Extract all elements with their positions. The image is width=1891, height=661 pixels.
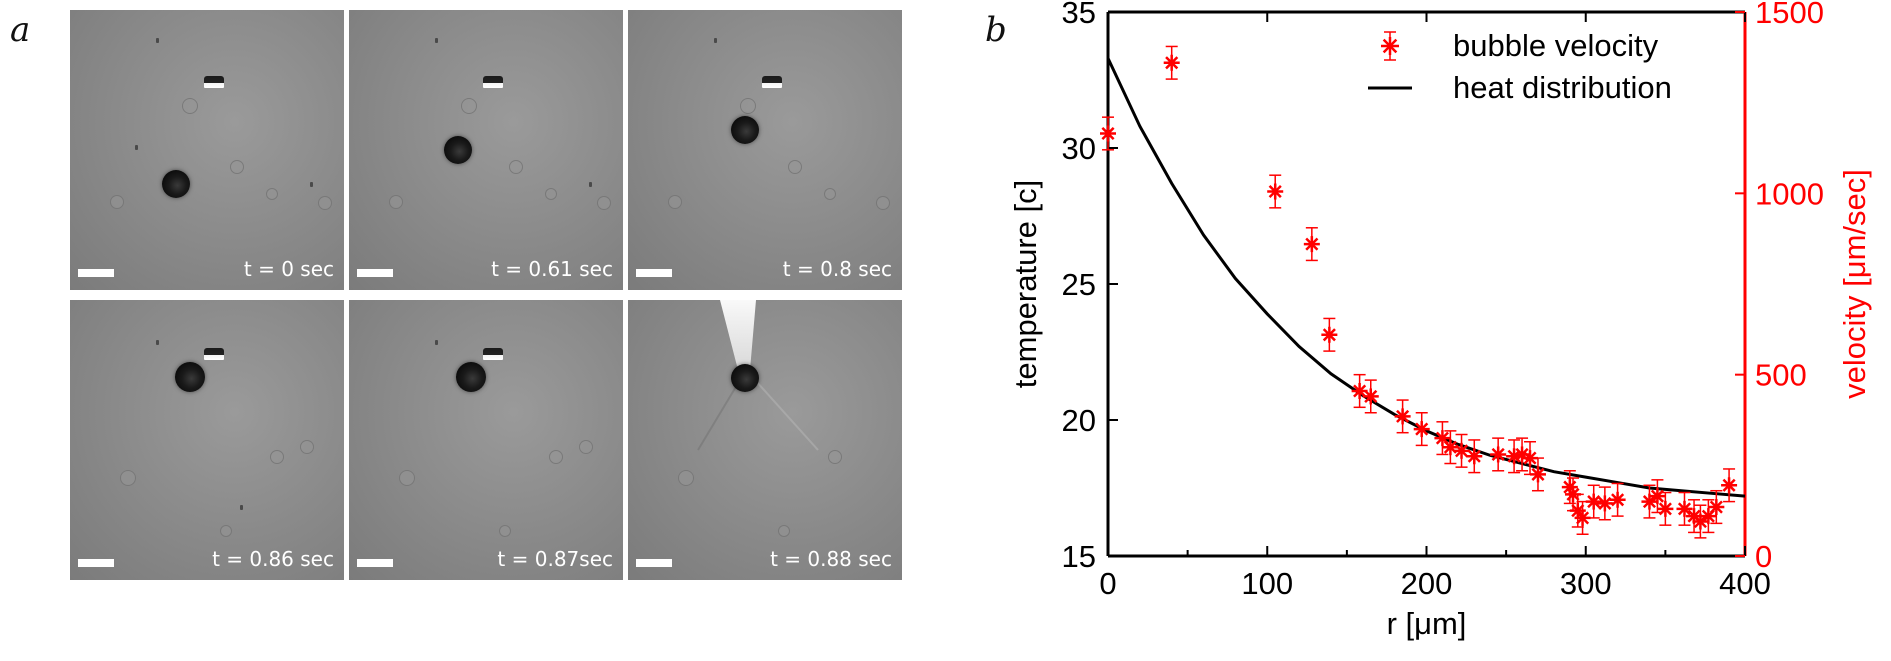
scale-bar [78,559,114,567]
velocity-point [1413,411,1430,447]
velocity-point [1721,468,1738,503]
scale-bar [357,269,393,277]
jet-plume [697,300,819,451]
velocity-point [1267,174,1284,209]
velocity-point [1585,484,1602,519]
x-tick-label: 100 [1241,566,1293,601]
y-right-tick-label: 500 [1755,358,1807,393]
velocity-marker [1100,125,1116,142]
velocity-point [1442,430,1459,465]
scale-bar [78,269,114,277]
y-axis-left-label: temperature [c] [1008,180,1043,388]
heat-distribution-series [1106,57,1746,498]
chart-axes: 0 100 200 300 400 15 20 25 30 35 0 500 1000 1500 [1062,0,1824,601]
velocity-temperature-chart: 0 100 200 300 400 15 20 25 30 35 0 500 1000 1500 bubb… [1008,0,1872,641]
y-right-tick-label: 1000 [1755,176,1824,211]
velocity-point [1708,489,1725,525]
velocity-marker [1676,500,1693,517]
velocity-point [1100,116,1116,151]
velocity-marker [1413,421,1430,438]
velocity-point [1641,484,1658,519]
velocity-marker [1362,388,1379,405]
velocity-point [1453,433,1470,468]
chart-legend: bubble velocity heat distribution [1368,28,1672,105]
x-axis-label: r [μm] [1387,606,1467,641]
velocity-point [1609,482,1626,517]
y-right-tick-label: 0 [1755,539,1772,574]
velocity-point [1649,479,1666,514]
frame-time-label: t = 0.87sec [497,547,613,571]
panel-b-letter: b [985,10,1007,50]
frame-time-label: t = 0.88 sec [770,547,892,571]
velocity-point [1490,437,1507,472]
panel-a-letter: a [10,10,31,50]
velocity-marker [1529,466,1546,483]
scale-bar [636,559,672,567]
velocity-point [1529,457,1546,492]
frame-t061: t = 0.61 sec [349,10,623,290]
frame-time-label: t = 0 sec [243,257,334,281]
velocity-marker [1394,408,1411,425]
frame-time-label: t = 0.86 sec [212,547,334,571]
scale-bar [636,269,672,277]
velocity-marker [1708,499,1725,516]
frame-time-label: t = 0.8 sec [782,257,892,281]
velocity-marker [1721,477,1738,494]
scale-bar [357,559,393,567]
heat-distribution-line [1106,57,1746,498]
y-left-tick-label: 20 [1062,403,1096,438]
x-tick-label: 0 [1099,566,1116,601]
velocity-marker [1585,493,1602,510]
legend-label-heat-distribution: heat distribution [1453,70,1672,105]
velocity-point [1394,399,1411,434]
y-left-tick-label: 25 [1062,267,1096,302]
velocity-marker [1267,183,1284,200]
x-tick-label: 400 [1719,566,1771,601]
velocity-point [1676,491,1693,526]
velocity-marker [1657,500,1674,517]
y-left-tick-label: 35 [1062,0,1096,30]
velocity-point [1657,491,1674,526]
legend-marker-bubble-velocity [1381,37,1399,55]
velocity-marker [1596,495,1613,512]
velocity-marker [1303,236,1320,253]
velocity-marker [1442,439,1459,456]
frame-t088: t = 0.88 sec [628,300,902,580]
image-sequence-grid: t = 0 sec t = 0.61 sec t = 0.8 sec [70,10,902,580]
bubble-velocity-series [1100,45,1738,539]
velocity-point [1596,486,1613,521]
y-left-tick-label: 15 [1062,539,1096,574]
velocity-marker [1490,446,1507,463]
frame-t087: t = 0.87sec [349,300,623,580]
velocity-point [1466,439,1483,474]
velocity-point [1362,379,1379,414]
frame-t086: t = 0.86 sec [70,300,344,580]
legend-label-bubble-velocity: bubble velocity [1453,28,1659,63]
velocity-point [1163,45,1180,80]
x-tick-label: 200 [1401,566,1453,601]
velocity-marker [1609,491,1626,508]
velocity-marker [1453,442,1470,459]
velocity-point [1303,227,1320,262]
velocity-marker [1466,448,1483,465]
velocity-point [1692,504,1709,539]
velocity-point [1321,317,1338,352]
velocity-marker [1649,488,1666,505]
x-tick-label: 300 [1560,566,1612,601]
frame-t0: t = 0 sec [70,10,344,290]
frame-time-label: t = 0.61 sec [491,257,613,281]
velocity-marker [1321,326,1338,343]
y-left-tick-label: 30 [1062,131,1096,166]
y-axis-right-label: velocity [μm/sec] [1837,169,1872,399]
frame-t08: t = 0.8 sec [628,10,902,290]
velocity-marker [1163,54,1180,71]
y-right-tick-label: 1500 [1755,0,1824,30]
